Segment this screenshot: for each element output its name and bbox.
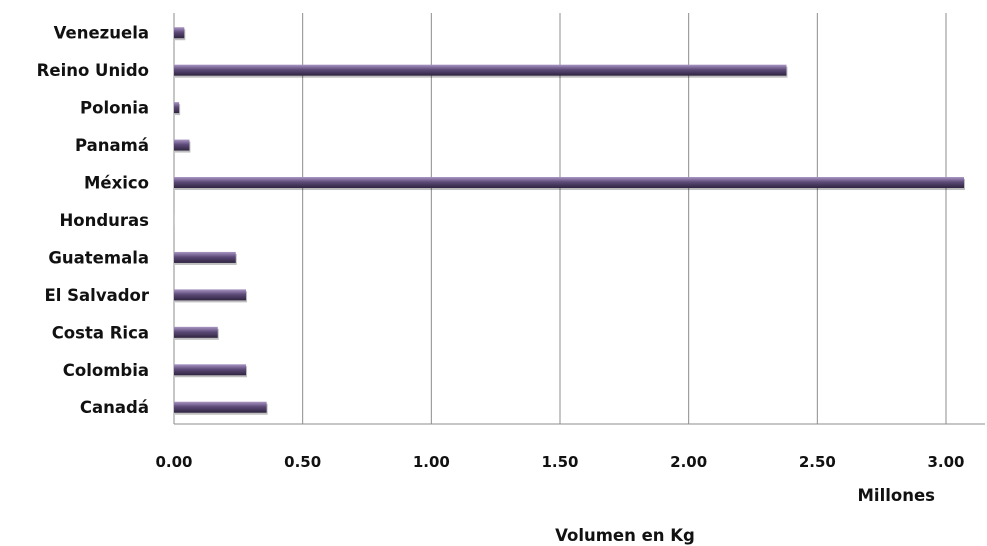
- category-label: Costa Rica: [52, 323, 149, 342]
- x-tick-label: 3.00: [927, 453, 964, 471]
- bar: [174, 289, 247, 301]
- gridlines: [173, 13, 985, 425]
- bar: [174, 139, 190, 151]
- bar: [174, 401, 267, 413]
- category-label: El Salvador: [44, 286, 149, 305]
- bar: [174, 251, 236, 263]
- bar: [174, 64, 787, 76]
- category-label: Honduras: [59, 211, 149, 230]
- category-label: Guatemala: [48, 248, 149, 267]
- category-label: Panamá: [75, 136, 149, 155]
- category-label: Reino Unido: [37, 61, 149, 80]
- x-tick-label: 2.50: [799, 453, 836, 471]
- category-label: México: [84, 174, 149, 193]
- bar: [174, 326, 218, 338]
- category-label: Colombia: [63, 361, 149, 380]
- bar: [174, 177, 965, 189]
- x-axis-title: Volumen en Kg: [555, 526, 695, 545]
- x-tick-labels: 0.00 0.50 1.00 1.50 2.00 2.50 3.00: [155, 453, 964, 471]
- x-tick-label: 2.00: [670, 453, 707, 471]
- category-labels: Venezuela Reino Unido Polonia Panamá México H…: [37, 24, 150, 418]
- x-unit-label: Millones: [858, 486, 936, 505]
- category-label: Canadá: [80, 398, 149, 417]
- bars: [174, 27, 966, 415]
- category-label: Polonia: [80, 99, 149, 118]
- x-tick-label: 1.00: [413, 453, 450, 471]
- x-tick-label: 0.50: [284, 453, 321, 471]
- x-tick-label: 1.50: [541, 453, 578, 471]
- x-tick-label: 0.00: [155, 453, 192, 471]
- bar: [174, 364, 247, 376]
- bar: [174, 27, 185, 39]
- category-label: Venezuela: [54, 24, 149, 43]
- bar: [174, 214, 175, 226]
- bar: [174, 102, 180, 114]
